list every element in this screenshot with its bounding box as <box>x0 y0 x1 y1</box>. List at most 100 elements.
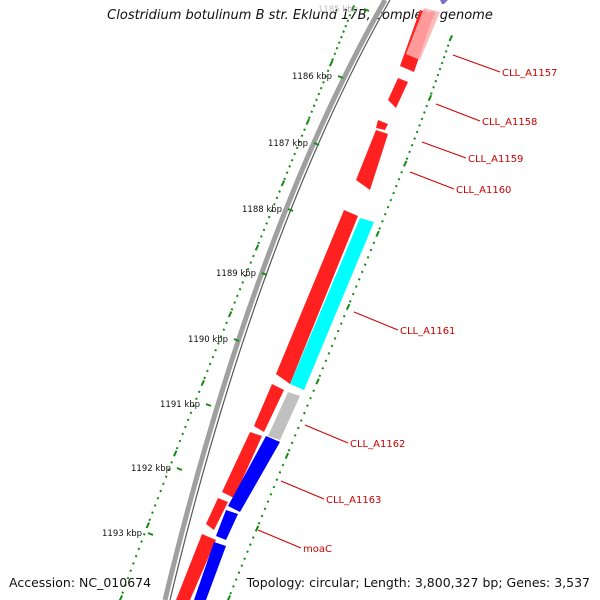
gene-label[interactable]: CLL_A1159 <box>468 154 523 165</box>
gene-arrow[interactable] <box>356 130 388 190</box>
tick-label: 1185 kbp <box>318 5 358 15</box>
gene-label[interactable]: moaC <box>303 544 332 555</box>
tick-dot <box>413 137 416 140</box>
gene-label[interactable]: CLL_A1161 <box>400 326 455 337</box>
tick-dot <box>238 287 242 291</box>
tick-mark <box>363 8 370 12</box>
tick-dot <box>175 446 179 450</box>
tick-dot <box>303 128 306 131</box>
gene-arrow[interactable] <box>216 510 238 540</box>
gene-label[interactable]: CLL_A1157 <box>502 68 557 79</box>
tick-dot <box>195 397 198 401</box>
tick-dot <box>321 366 325 370</box>
tick-dot <box>290 441 294 445</box>
tick-dot <box>145 522 151 529</box>
tick-dot <box>315 378 320 385</box>
tick-dot <box>278 190 281 193</box>
gene-arrow[interactable] <box>194 542 226 600</box>
tick-dot <box>126 576 130 580</box>
tick-mark <box>337 75 344 79</box>
tick-label: 1192 kbp <box>131 464 171 474</box>
tick-dot <box>348 14 352 17</box>
tick-dot <box>327 352 331 355</box>
tick-dot <box>287 448 291 452</box>
tick-dot <box>249 543 252 546</box>
tick-dot <box>129 569 133 573</box>
tick-dot <box>357 277 361 281</box>
tick-dot <box>203 376 207 380</box>
tick-dot <box>389 198 393 202</box>
tick-label: 1188 kbp <box>242 205 282 215</box>
tick-dot <box>254 244 260 251</box>
gene-arrow[interactable] <box>276 210 358 384</box>
tick-dot <box>208 362 212 366</box>
gene-arrow[interactable] <box>376 120 388 130</box>
tick-dot <box>306 404 309 407</box>
tick-mark <box>313 142 320 146</box>
tick-dot <box>233 301 237 304</box>
tick-dot <box>423 111 426 114</box>
gene-label[interactable]: CLL_A1158 <box>482 117 537 128</box>
tick-dot <box>229 591 233 595</box>
tick-dot <box>134 554 138 558</box>
tick-dot <box>132 562 135 565</box>
tick-dot <box>269 493 273 496</box>
tick-dot <box>262 228 266 232</box>
tick-dot <box>335 46 339 50</box>
tick-dot <box>354 285 358 288</box>
tick-dot <box>446 44 450 47</box>
tick-dot <box>296 426 300 430</box>
tick-dot <box>257 521 261 525</box>
gene-track-cog <box>194 0 448 600</box>
gene-arrow[interactable] <box>268 392 300 440</box>
gene-arrow[interactable] <box>290 218 374 390</box>
gene-arrow[interactable] <box>440 0 448 4</box>
gene-arrow[interactable] <box>206 498 228 530</box>
tick-dot <box>226 595 232 600</box>
tick-dot <box>348 300 352 303</box>
tick-dot <box>156 496 160 500</box>
tick-dot <box>246 267 250 271</box>
tick-dot <box>186 418 190 422</box>
tick-dot <box>375 230 380 237</box>
tick-dot <box>222 328 226 332</box>
tick-dot <box>225 321 228 325</box>
tick-dot <box>326 69 330 73</box>
gene-arrow[interactable] <box>254 384 284 432</box>
tick-dot <box>305 118 310 125</box>
gene-track-forward <box>176 10 434 600</box>
gene-arrow[interactable] <box>406 8 440 60</box>
tick-dot <box>170 461 173 464</box>
tick-dot <box>408 150 411 154</box>
tick-dot <box>173 450 178 457</box>
gene-label[interactable]: CLL_A1160 <box>456 185 511 196</box>
tick-dot <box>345 303 351 311</box>
tick-dot <box>118 595 124 600</box>
tick-dot <box>159 489 162 493</box>
tick-dot <box>288 165 291 168</box>
gene-label[interactable]: CLL_A1163 <box>326 495 381 506</box>
gene-arrow[interactable] <box>222 432 262 498</box>
tick-dot <box>432 85 435 89</box>
tick-label: 1189 kbp <box>216 269 256 279</box>
tick-dot <box>263 507 267 511</box>
gene-arrow[interactable] <box>228 436 280 512</box>
gene-label[interactable]: CLL_A1162 <box>350 439 405 450</box>
tick-dot <box>267 215 271 219</box>
tick-dot <box>340 35 343 39</box>
gene-arrow[interactable] <box>176 534 216 600</box>
tick-dot <box>444 50 448 53</box>
tick-dot <box>236 294 239 298</box>
tick-dot <box>346 19 350 23</box>
tick-dot <box>300 134 304 138</box>
tick-dot <box>436 73 440 77</box>
tick-dot <box>324 359 328 363</box>
gene-arrow[interactable] <box>388 78 408 108</box>
genome-summary-text: Topology: circular; Length: 3,800,327 bp… <box>246 575 590 590</box>
tick-dot <box>189 411 193 415</box>
tick-dot <box>333 337 337 340</box>
tick-dot <box>284 452 290 459</box>
tick-dot <box>342 30 345 33</box>
tick-dot <box>280 180 286 187</box>
